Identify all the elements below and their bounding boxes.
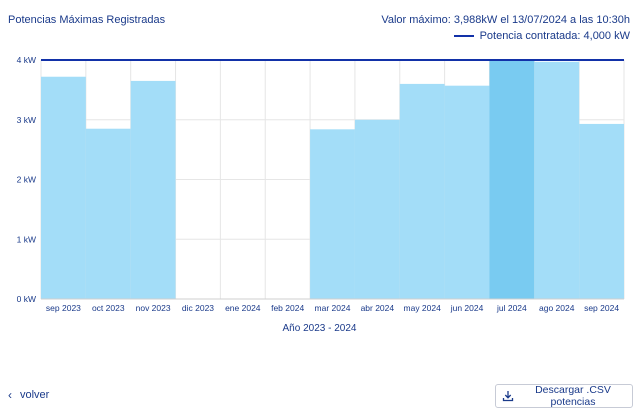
x-tick-label: ago 2024 [539,303,575,313]
y-tick-label: 0 kW [17,294,36,304]
bar [534,61,580,300]
y-tick-label: 4 kW [17,55,36,65]
y-tick-label: 1 kW [17,234,36,244]
bar [444,85,490,299]
x-tick-label: nov 2023 [136,303,171,313]
bar [399,83,445,300]
y-tick-label: 2 kW [17,175,36,185]
legend: Potencia contratada: 4,000 kW [453,30,630,42]
download-csv-button[interactable]: Descargar .CSV potencias [495,384,633,408]
bar [310,129,355,299]
bar [579,123,624,300]
back-label: volver [20,389,50,401]
x-tick-label: oct 2023 [92,303,125,313]
bar [130,80,176,299]
download-csv-label: Descargar .CSV potencias [535,384,611,408]
y-tick-label: 3 kW [17,115,36,125]
x-tick-label: feb 2024 [271,303,304,313]
x-tick-label: may 2024 [404,303,442,313]
bar [354,119,400,299]
bar [85,128,131,299]
x-tick-label: jun 2024 [450,303,484,313]
chevron-left-icon: ‹ [8,388,12,402]
x-axis-title: Año 2023 - 2024 [283,323,357,334]
legend-label: Potencia contratada: 4,000 kW [479,30,630,42]
max-value-label: Valor máximo: 3,988kW el 13/07/2024 a la… [381,14,630,26]
bar [41,76,86,299]
bar [489,60,535,300]
x-tick-label: abr 2024 [361,303,395,313]
legend-line-swatch [453,35,474,37]
x-tick-label: sep 2024 [584,303,619,313]
x-tick-label: ene 2024 [225,303,261,313]
x-tick-label: mar 2024 [315,303,351,313]
bar-chart: 0 kW 1 kW 2 kW 3 kW 4 kW sep 2023 oct 2023 nov … [17,55,625,334]
chart-title: Potencias Máximas Registradas [8,14,166,26]
x-tick-label: jul 2024 [496,303,527,313]
x-tick-label: dic 2023 [182,303,214,313]
x-tick-label: sep 2023 [46,303,81,313]
back-link[interactable]: ‹ volver [8,388,49,402]
download-icon [502,391,514,402]
